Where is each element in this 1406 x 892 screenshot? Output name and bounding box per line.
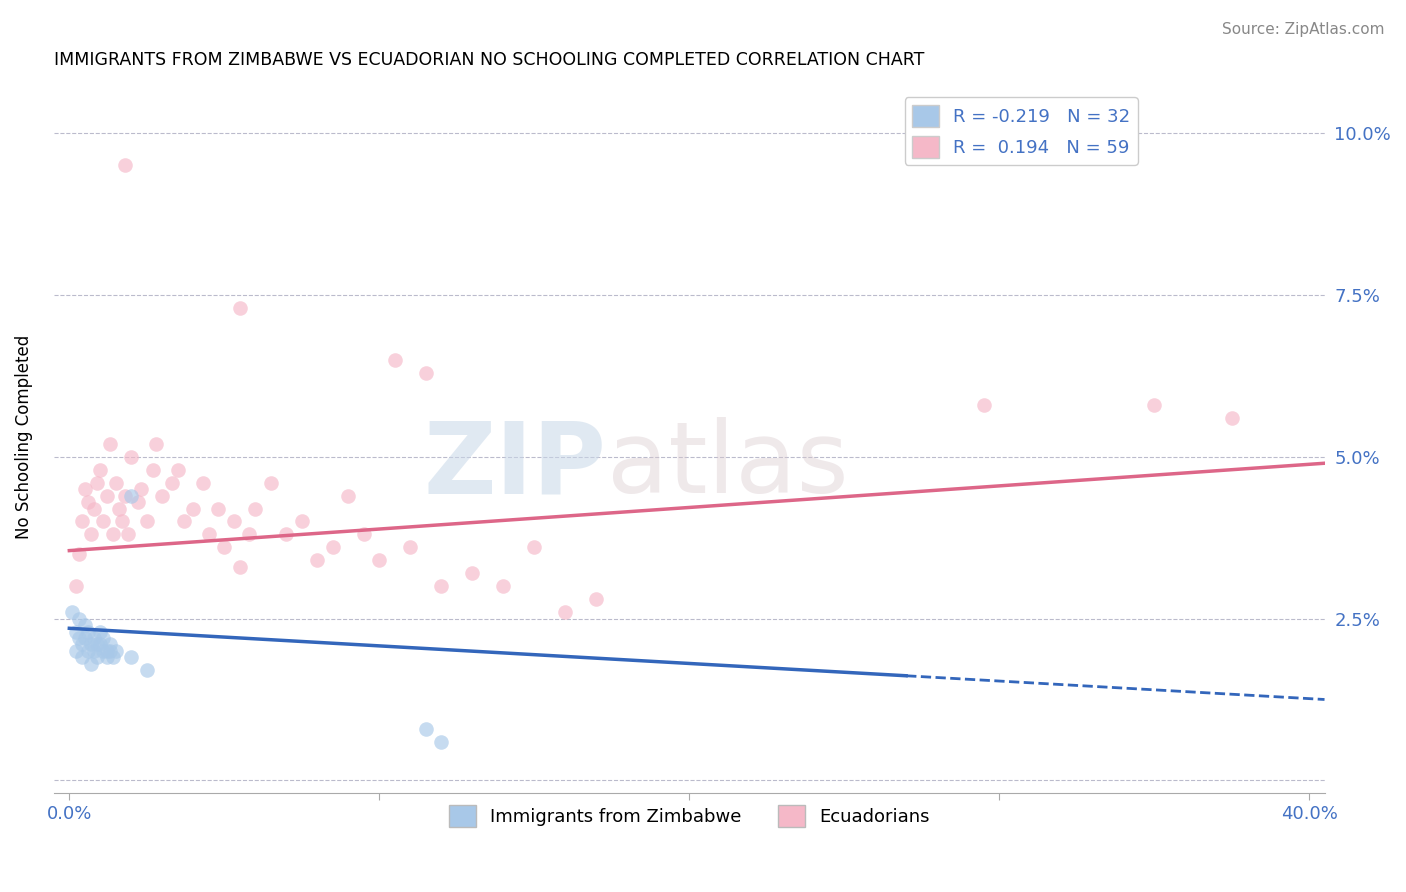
Point [65, 624, 87, 639]
Point [166, 463, 188, 477]
Point [399, 541, 422, 555]
Point [135, 664, 157, 678]
Point [77, 495, 100, 509]
Point [973, 398, 995, 412]
Point [73, 618, 96, 632]
Point [83, 644, 105, 658]
Point [96, 489, 118, 503]
Point [276, 527, 298, 541]
Point [89, 624, 111, 639]
Point [104, 475, 127, 490]
Point [135, 515, 157, 529]
Y-axis label: No Schooling Completed: No Schooling Completed [15, 335, 32, 540]
Point [67, 611, 90, 625]
Text: atlas: atlas [606, 417, 848, 515]
Point [307, 553, 329, 567]
Point [70, 638, 93, 652]
Point [120, 489, 142, 503]
Point [127, 495, 149, 509]
Point [65, 579, 87, 593]
Point [117, 527, 139, 541]
Point [430, 734, 453, 748]
Point [77, 624, 100, 639]
Point [229, 301, 252, 315]
Legend: Immigrants from Zimbabwe, Ecuadorians: Immigrants from Zimbabwe, Ecuadorians [441, 797, 936, 834]
Point [70, 650, 93, 665]
Point [98, 437, 121, 451]
Point [353, 527, 375, 541]
Point [150, 489, 173, 503]
Point [104, 644, 127, 658]
Text: Source: ZipAtlas.com: Source: ZipAtlas.com [1222, 22, 1385, 37]
Point [111, 515, 134, 529]
Point [1143, 398, 1166, 412]
Point [65, 644, 87, 658]
Point [160, 475, 183, 490]
Point [101, 650, 124, 665]
Point [181, 501, 204, 516]
Point [214, 541, 236, 555]
Point [585, 592, 607, 607]
Point [554, 605, 576, 619]
Point [245, 501, 267, 516]
Point [207, 501, 229, 516]
Point [86, 638, 108, 652]
Point [108, 501, 131, 516]
Point [67, 631, 90, 645]
Point [415, 722, 437, 736]
Point [73, 482, 96, 496]
Point [77, 644, 100, 658]
Point [80, 638, 103, 652]
Point [1220, 411, 1243, 425]
Point [114, 489, 136, 503]
Point [322, 541, 344, 555]
Point [337, 489, 360, 503]
Point [145, 437, 167, 451]
Point [222, 515, 245, 529]
Point [83, 631, 105, 645]
Point [229, 559, 252, 574]
Point [114, 159, 136, 173]
Point [89, 638, 111, 652]
Point [368, 553, 391, 567]
Point [415, 366, 437, 380]
Point [86, 650, 108, 665]
Point [173, 515, 195, 529]
Point [523, 541, 546, 555]
Point [80, 657, 103, 671]
Point [98, 638, 121, 652]
Point [89, 463, 111, 477]
Point [93, 644, 115, 658]
Point [83, 501, 105, 516]
Point [260, 475, 283, 490]
Point [93, 515, 115, 529]
Point [62, 605, 84, 619]
Point [120, 450, 142, 464]
Point [96, 650, 118, 665]
Point [492, 579, 515, 593]
Point [80, 527, 103, 541]
Point [73, 631, 96, 645]
Point [101, 527, 124, 541]
Point [384, 352, 406, 367]
Point [120, 650, 142, 665]
Point [291, 515, 314, 529]
Text: ZIP: ZIP [423, 417, 606, 515]
Point [67, 547, 90, 561]
Point [70, 515, 93, 529]
Point [461, 566, 484, 581]
Point [86, 475, 108, 490]
Point [430, 579, 453, 593]
Point [129, 482, 152, 496]
Point [93, 631, 115, 645]
Point [191, 475, 214, 490]
Point [198, 527, 221, 541]
Point [98, 644, 121, 658]
Text: IMMIGRANTS FROM ZIMBABWE VS ECUADORIAN NO SCHOOLING COMPLETED CORRELATION CHART: IMMIGRANTS FROM ZIMBABWE VS ECUADORIAN N… [53, 51, 924, 69]
Point [96, 644, 118, 658]
Point [142, 463, 165, 477]
Point [238, 527, 260, 541]
